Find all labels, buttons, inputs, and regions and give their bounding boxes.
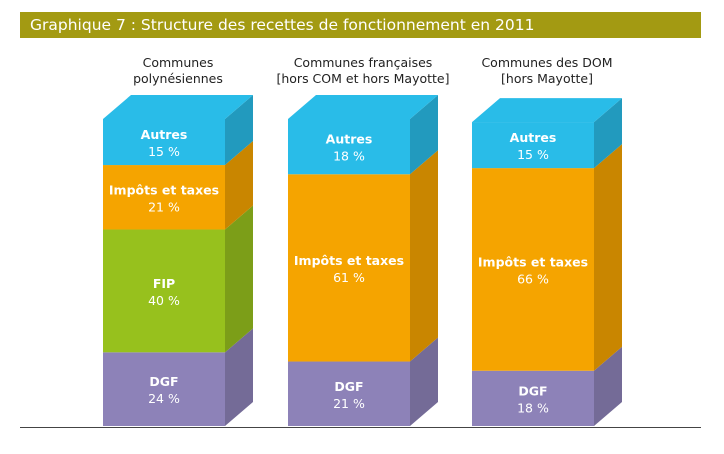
- bar-front-face: [103, 352, 225, 426]
- bar-segment: DGF 24 %: [103, 328, 253, 426]
- bar-front-face: [103, 229, 225, 353]
- bar-side-face: [410, 95, 438, 175]
- bar-front-face: [103, 119, 225, 166]
- segment-value-label: 15 %: [148, 144, 180, 159]
- segment-name-label: DGF: [149, 374, 178, 389]
- bar-front-face: [472, 122, 594, 169]
- bar-front-face: [288, 174, 410, 362]
- bar-front-face: [472, 370, 594, 426]
- category-label: [hors Mayotte]: [501, 71, 593, 86]
- segment-name-label: DGF: [518, 383, 547, 398]
- category-label: [hors COM et hors Mayotte]: [276, 71, 449, 86]
- segment-name-label: FIP: [153, 276, 175, 291]
- bar-front-face: [472, 168, 594, 371]
- segment-value-label: 61 %: [333, 270, 365, 285]
- bar-top-face: [288, 95, 438, 119]
- segment-name-label: Impôts et taxes: [294, 253, 404, 268]
- bar-segment: Impôts et taxes 66 %: [472, 144, 622, 371]
- segment-value-label: 40 %: [148, 293, 180, 308]
- segment-name-label: Autres: [326, 132, 373, 147]
- segment-value-label: 15 %: [517, 147, 549, 162]
- segment-value-label: 21 %: [148, 199, 180, 214]
- bar-segment: DGF 21 %: [288, 337, 438, 426]
- bar-segment: Autres 15 %: [472, 98, 622, 169]
- footer-divider: [20, 427, 701, 428]
- bar-side-face: [225, 141, 253, 230]
- bar-top-face: [103, 95, 253, 119]
- bar-front-face: [288, 119, 410, 175]
- bar-front-face: [288, 361, 410, 426]
- bar-front-face: [103, 165, 225, 230]
- category-label: polynésiennes: [133, 71, 223, 86]
- bar-side-face: [410, 337, 438, 426]
- bar-side-face: [594, 346, 622, 426]
- bar-side-face: [594, 98, 622, 169]
- segment-name-label: Autres: [141, 127, 188, 142]
- category-label: Communes des DOM: [481, 55, 612, 70]
- bar-segment: Impôts et taxes 21 %: [103, 141, 253, 230]
- segment-value-label: 24 %: [148, 391, 180, 406]
- bar-top-face: [472, 98, 622, 123]
- segment-value-label: 21 %: [333, 396, 365, 411]
- bar-segment: Impôts et taxes 61 %: [288, 150, 438, 362]
- segment-name-label: Impôts et taxes: [109, 182, 219, 197]
- bar-segment: DGF 18 %: [472, 346, 622, 426]
- category-label: Communes: [143, 55, 214, 70]
- segment-name-label: DGF: [334, 379, 363, 394]
- segment-name-label: Autres: [510, 130, 557, 145]
- bar-side-face: [225, 205, 253, 353]
- segment-value-label: 18 %: [517, 400, 549, 415]
- bar-segment: Autres 15 %: [103, 95, 253, 166]
- bar-side-face: [225, 328, 253, 426]
- bar-segment: FIP 40 %: [103, 205, 253, 353]
- segment-name-label: Impôts et taxes: [478, 254, 588, 269]
- chart-title: Graphique 7 : Structure des recettes de …: [20, 12, 701, 38]
- bar-segment: Autres 18 %: [288, 95, 438, 175]
- segment-value-label: 66 %: [517, 271, 549, 286]
- bar-side-face: [594, 144, 622, 371]
- category-label: Communes françaises: [294, 55, 433, 70]
- segment-value-label: 18 %: [333, 149, 365, 164]
- bar-side-face: [225, 95, 253, 166]
- bar-side-face: [410, 150, 438, 362]
